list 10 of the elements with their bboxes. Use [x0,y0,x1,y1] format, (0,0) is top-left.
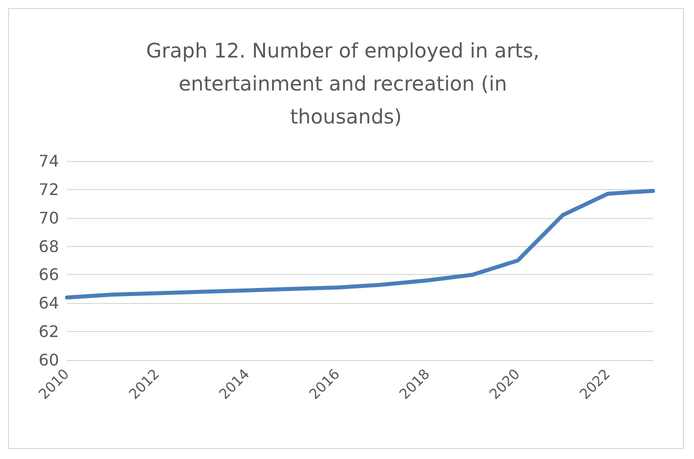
y-tick-label: 68 [38,236,59,256]
y-tick-label: 66 [38,265,59,284]
y-tick-label: 64 [38,294,59,313]
y-tick-label: 60 [38,350,59,370]
y-tick-label: 72 [38,180,59,199]
line-series [65,188,655,300]
y-tick-label: 70 [38,208,59,228]
chart-title: Graph 12. Number of employed in arts, entertainment and recreation (in thousands) [146,38,546,128]
y-tick-label: 74 [38,152,59,170]
y-tick-label: 62 [38,322,59,342]
